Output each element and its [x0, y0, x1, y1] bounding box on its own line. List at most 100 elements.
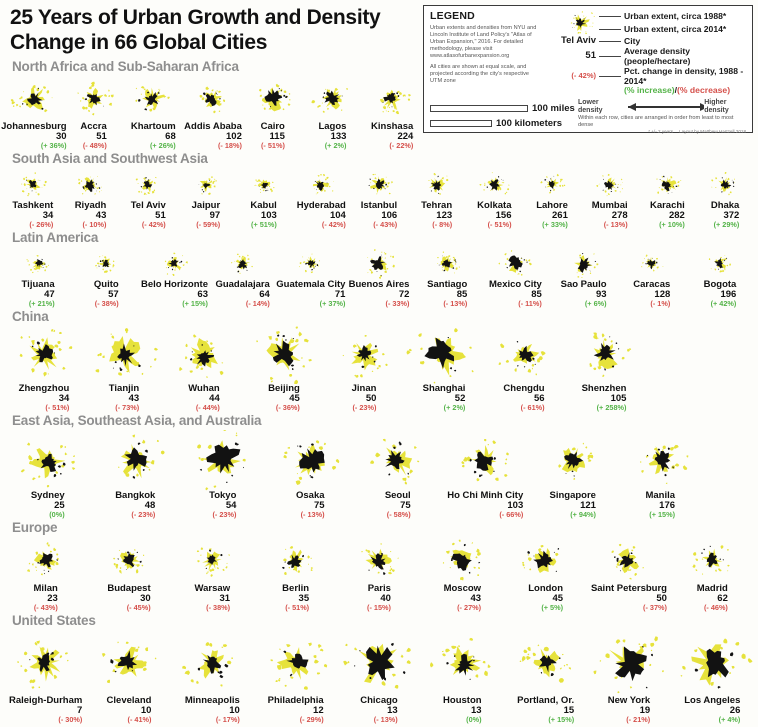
city-labels: New York 19 (- 21%): [608, 696, 650, 724]
urban-extent-map: [281, 546, 314, 576]
city-cell-accra: Accra 51 (- 48%): [64, 76, 124, 150]
city-density-change: (+ 2%): [443, 402, 466, 412]
scalebar-km-label: 100 kilometers: [496, 118, 563, 130]
city-labels: Tijuana 47 (+ 21%): [22, 280, 55, 308]
legend-items: Urban extent, circa 1988* Urban extent, …: [538, 10, 746, 96]
city-density-value: 62: [717, 592, 728, 604]
city-name: Kabul: [250, 200, 277, 212]
poster-header: 25 Years of Urban Growth and Density Cha…: [0, 0, 758, 58]
urban-extent-map: [640, 254, 663, 272]
urban-extent-map: [361, 543, 399, 575]
legend-pct-label: Pct. change in density, 1988 - 2014*: [624, 65, 744, 86]
city-cell-belo-horizonte: Belo Horizonte 63 (+ 15%): [140, 247, 208, 308]
legend-pct-increase: (% increase): [624, 85, 675, 96]
region-cities: Zhengzhou 34 (- 51%) Tianjin 43 (- 73%) …: [4, 326, 644, 412]
city-cell-karachi: Karachi 282 (+ 10%): [639, 168, 697, 229]
city-density-value: 34: [58, 392, 70, 404]
urban-extent-map: [711, 171, 736, 196]
city-name: Los Angeles: [684, 695, 741, 707]
urban-extent-map: [313, 173, 335, 195]
city-density-change: (- 13%): [603, 219, 628, 229]
city-name: Dhaka: [710, 200, 740, 212]
city-density-change: (+ 5%): [541, 602, 564, 612]
urban-extent-map: [368, 173, 394, 195]
city-cell-berlin: Berlin 35 (- 51%): [254, 537, 337, 612]
region-cities: Johannesburg 30 (+ 36%) Accra 51 (- 48%)…: [1, 76, 422, 150]
city-cell-wuhan: Wuhan 44 (- 44%): [164, 326, 244, 412]
urban-extent-map: [639, 444, 688, 485]
city-name: Buenos Aires: [348, 279, 410, 291]
city-map-area: [303, 76, 363, 122]
city-density-change: (+ 29%): [713, 219, 740, 229]
city-name: Khartoum: [130, 121, 176, 133]
city-density-value: 19: [639, 704, 651, 716]
city-labels: Quito 57 (- 38%): [94, 280, 119, 308]
city-labels: Riyadh 43 (- 10%): [75, 201, 107, 229]
city-map-area: [119, 168, 177, 201]
city-density-value: 10: [140, 704, 152, 716]
city-density-change: (+ 258%): [596, 402, 627, 412]
legend-pointer-line: [599, 16, 621, 17]
city-cell-chengdu: Chengdu 56 (- 61%): [484, 326, 564, 412]
city-labels: Addis Ababa 102 (- 18%): [184, 122, 242, 150]
city-density-change: (- 51%): [45, 402, 70, 412]
city-labels: Madrid 62 (- 46%): [697, 584, 728, 612]
city-density-value: 97: [209, 209, 221, 221]
city-map-area: [177, 168, 235, 201]
city-map-area: [354, 430, 442, 491]
city-density-value: 34: [42, 209, 54, 221]
city-name: Zhengzhou: [18, 383, 70, 395]
city-name: Tianjin: [108, 383, 140, 395]
urban-extent-map: [611, 543, 645, 580]
city-density-value: 93: [595, 288, 607, 300]
legend-top: LEGEND Urban extents and densities from …: [430, 10, 746, 96]
city-labels: Shanghai 52 (+ 2%): [423, 384, 466, 412]
urban-extent-map: [256, 326, 312, 385]
urban-extent-map: [102, 641, 157, 684]
urban-extent-map: [21, 172, 47, 197]
legend-pct-key: (% increase)/(% decrease): [624, 85, 746, 96]
city-density-change: (- 18%): [217, 140, 242, 150]
city-density-change: (- 13%): [300, 509, 325, 519]
city-density-value: 30: [140, 592, 151, 604]
city-labels: Kabul 103 (+ 51%): [250, 201, 276, 229]
city-density-value: 106: [381, 209, 398, 221]
urban-extent-map: [479, 172, 510, 195]
city-labels: Osaka 75 (- 13%): [296, 491, 325, 519]
city-name: Ho Chi Minh City: [447, 490, 524, 502]
city-cell-new-york: New York 19 (- 21%): [587, 630, 670, 724]
city-cell-hyderabad: Hyderabad 104 (- 42%): [292, 168, 350, 229]
city-map-area: [617, 430, 705, 491]
city-density-value: 85: [531, 288, 542, 300]
urban-extent-map: [95, 327, 158, 376]
city-labels: Sao Paulo 93 (+ 6%): [561, 280, 607, 308]
city-name: Addis Ababa: [184, 121, 242, 133]
city-density-change: (- 13%): [443, 298, 468, 308]
urban-extent-map: [258, 83, 291, 112]
urban-extent-map: [230, 253, 253, 274]
city-density-value: 23: [47, 592, 58, 604]
urban-extent-map: [197, 430, 246, 491]
urban-extent-map: [460, 438, 509, 482]
city-density-value: 12: [313, 704, 324, 716]
urban-extent-map: [253, 179, 275, 193]
city-labels: Minneapolis 10 (- 17%): [185, 696, 240, 724]
city-map-area: [179, 430, 267, 491]
city-cell-shenzhen: Shenzhen 105 (+ 258%): [564, 326, 644, 412]
urban-extent-map: [136, 176, 157, 196]
city-density-value: 156: [495, 209, 512, 221]
city-name: Hyderabad: [296, 200, 346, 212]
city-density-change: (- 58%): [386, 509, 411, 519]
city-labels: Beijing 45 (- 36%): [268, 384, 300, 412]
legend-extent-icon: [570, 11, 595, 35]
legend-density-sample: 51: [585, 50, 596, 62]
city-labels: Milan 23 (- 43%): [34, 584, 58, 612]
urban-extent-map: [540, 173, 566, 194]
city-name: Jinan: [351, 383, 377, 395]
city-cell-kabul: Kabul 103 (+ 51%): [235, 168, 293, 229]
city-cell-kolkata: Kolkata 156 (- 51%): [466, 168, 524, 229]
city-density-change: (- 30%): [58, 714, 83, 724]
city-name: Belo Horizonte: [140, 279, 208, 291]
city-labels: Guatemala City 71 (+ 37%): [276, 280, 345, 308]
